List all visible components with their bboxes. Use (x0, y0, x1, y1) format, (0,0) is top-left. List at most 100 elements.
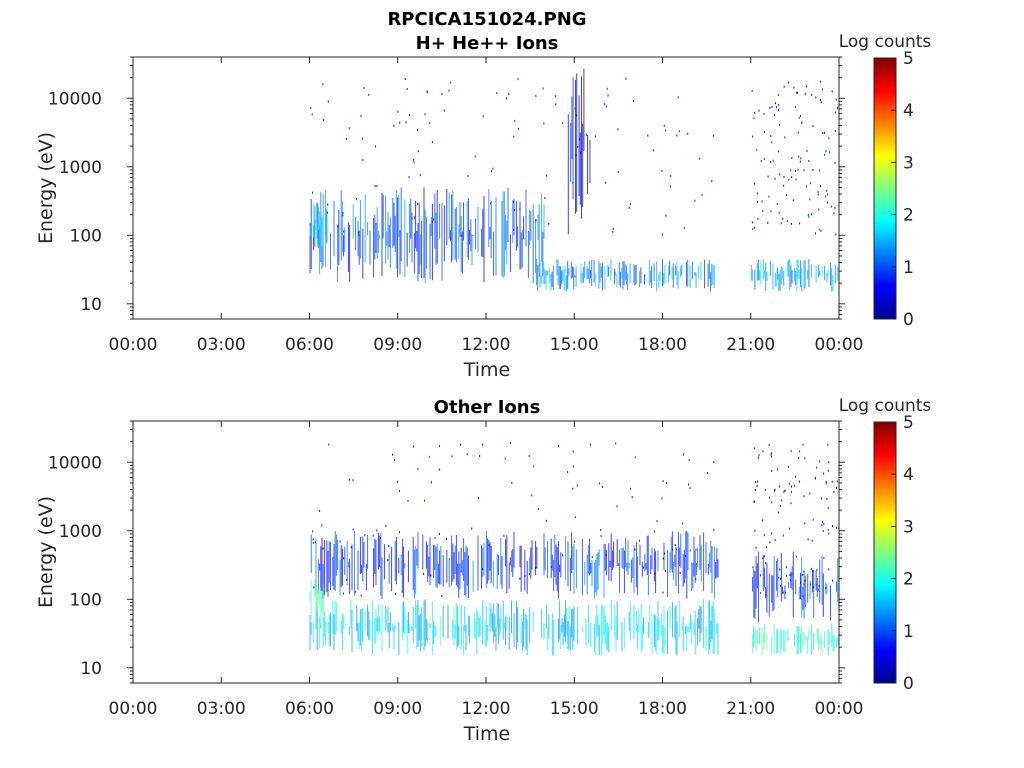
spectrogram-bin (599, 263, 601, 283)
sparse-count (701, 193, 703, 196)
sparse-count (820, 80, 822, 83)
sparse-count (774, 539, 776, 541)
sparse-count (817, 193, 819, 196)
spectrogram-bin (559, 600, 561, 640)
sparse-count (664, 552, 666, 555)
sparse-count (319, 509, 321, 512)
spectrogram-bin (713, 264, 715, 289)
sparse-count (428, 455, 430, 458)
spectrogram-bin (566, 608, 568, 636)
sparse-count (491, 170, 493, 173)
spectrogram-bin (766, 271, 768, 282)
spectrogram-bin (604, 615, 606, 645)
spectrogram-bin (633, 544, 635, 593)
spectrogram-bin (764, 270, 765, 277)
sparse-count (831, 90, 833, 93)
sparse-count (441, 93, 443, 95)
sparse-count (760, 574, 762, 577)
spectrogram-bin (374, 538, 376, 574)
sparse-count (688, 483, 690, 486)
sparse-count (825, 480, 827, 483)
spectrogram-bin (587, 135, 588, 194)
sparse-count (409, 113, 411, 116)
spectrogram-bin (830, 262, 831, 286)
spectrogram-bin (505, 539, 507, 566)
x-tick-label: 09:00 (373, 699, 422, 719)
spectrogram-bin (758, 259, 759, 281)
sparse-count (488, 544, 490, 547)
sparse-count (783, 85, 785, 88)
spectrogram-bin (576, 73, 578, 212)
sparse-count (778, 211, 780, 214)
sparse-count (791, 485, 792, 488)
spectrogram-bin (530, 547, 532, 579)
sparse-count (809, 583, 811, 586)
sparse-count (760, 160, 762, 163)
spectrogram-bin (404, 199, 406, 278)
sparse-count (689, 549, 691, 552)
spectrogram-bin (404, 606, 406, 635)
spectrogram-bin (779, 627, 781, 654)
sparse-count (665, 482, 667, 485)
spectrogram-bin (553, 559, 555, 591)
spectrogram-bin (400, 554, 402, 576)
spectrogram-bin (646, 535, 648, 576)
sparse-count (754, 529, 756, 532)
colorbar-tick-label: 4 (903, 101, 914, 121)
sparse-count (675, 548, 677, 551)
spectrogram-bin (310, 622, 312, 635)
sparse-count (585, 133, 587, 136)
sparse-count (431, 481, 432, 484)
spectrogram-bin (452, 190, 454, 261)
sparse-count (794, 475, 796, 478)
x-tick-label: 00:00 (815, 699, 864, 719)
spectrogram-bin (314, 579, 316, 599)
sparse-count (812, 125, 814, 128)
y-tick-label: 10000 (48, 453, 102, 473)
spectrogram-bin (715, 561, 717, 579)
sparse-count (804, 457, 806, 460)
sparse-count (778, 109, 779, 112)
sparse-count (754, 226, 756, 229)
spectrogram-bin (350, 599, 352, 629)
spectrogram-bin (482, 209, 484, 258)
spectrogram-bin (425, 619, 427, 639)
sparse-count (800, 157, 802, 160)
spectrogram-bin (455, 603, 457, 650)
spectrogram-bin (560, 552, 562, 578)
spectrogram-bin (442, 605, 444, 637)
sparse-count (777, 511, 779, 514)
spectrogram-bin (385, 195, 387, 264)
spectrogram-bin (643, 617, 645, 634)
spectrogram-bin (663, 605, 665, 656)
x-axis-label: Time (463, 359, 511, 381)
sparse-count (824, 131, 825, 134)
spectrogram-bin (485, 606, 487, 647)
spectrogram-bin (344, 546, 346, 575)
spectrogram-bin (674, 554, 676, 567)
spectrogram-bin (415, 600, 417, 629)
spectrogram-bin (359, 536, 361, 574)
spectrogram-bin (813, 632, 815, 650)
spectrogram-bin (493, 561, 495, 587)
sparse-count (397, 480, 399, 483)
spectrogram-bin (605, 622, 607, 651)
sparse-count (802, 594, 804, 597)
sparse-count (800, 581, 801, 584)
spectrogram-bin (329, 233, 331, 270)
spectrogram-bin (415, 200, 417, 249)
sparse-count (312, 530, 314, 533)
spectrogram-bin (506, 613, 508, 631)
spectrogram-bin (316, 222, 318, 247)
sparse-count (764, 489, 766, 491)
sparse-count (828, 568, 830, 571)
spectrogram-bin (454, 624, 456, 640)
spectrogram-bin (624, 264, 626, 281)
spectrogram-bin (703, 532, 705, 591)
spectrogram-bin (821, 555, 823, 605)
spectrogram-bin (398, 558, 400, 574)
colorbar-ticks: 0 1 2 3 4 5 (891, 413, 914, 694)
spectrogram-bin (320, 587, 322, 625)
spectrogram-bin (783, 271, 785, 286)
spectrogram-bin (827, 629, 829, 656)
